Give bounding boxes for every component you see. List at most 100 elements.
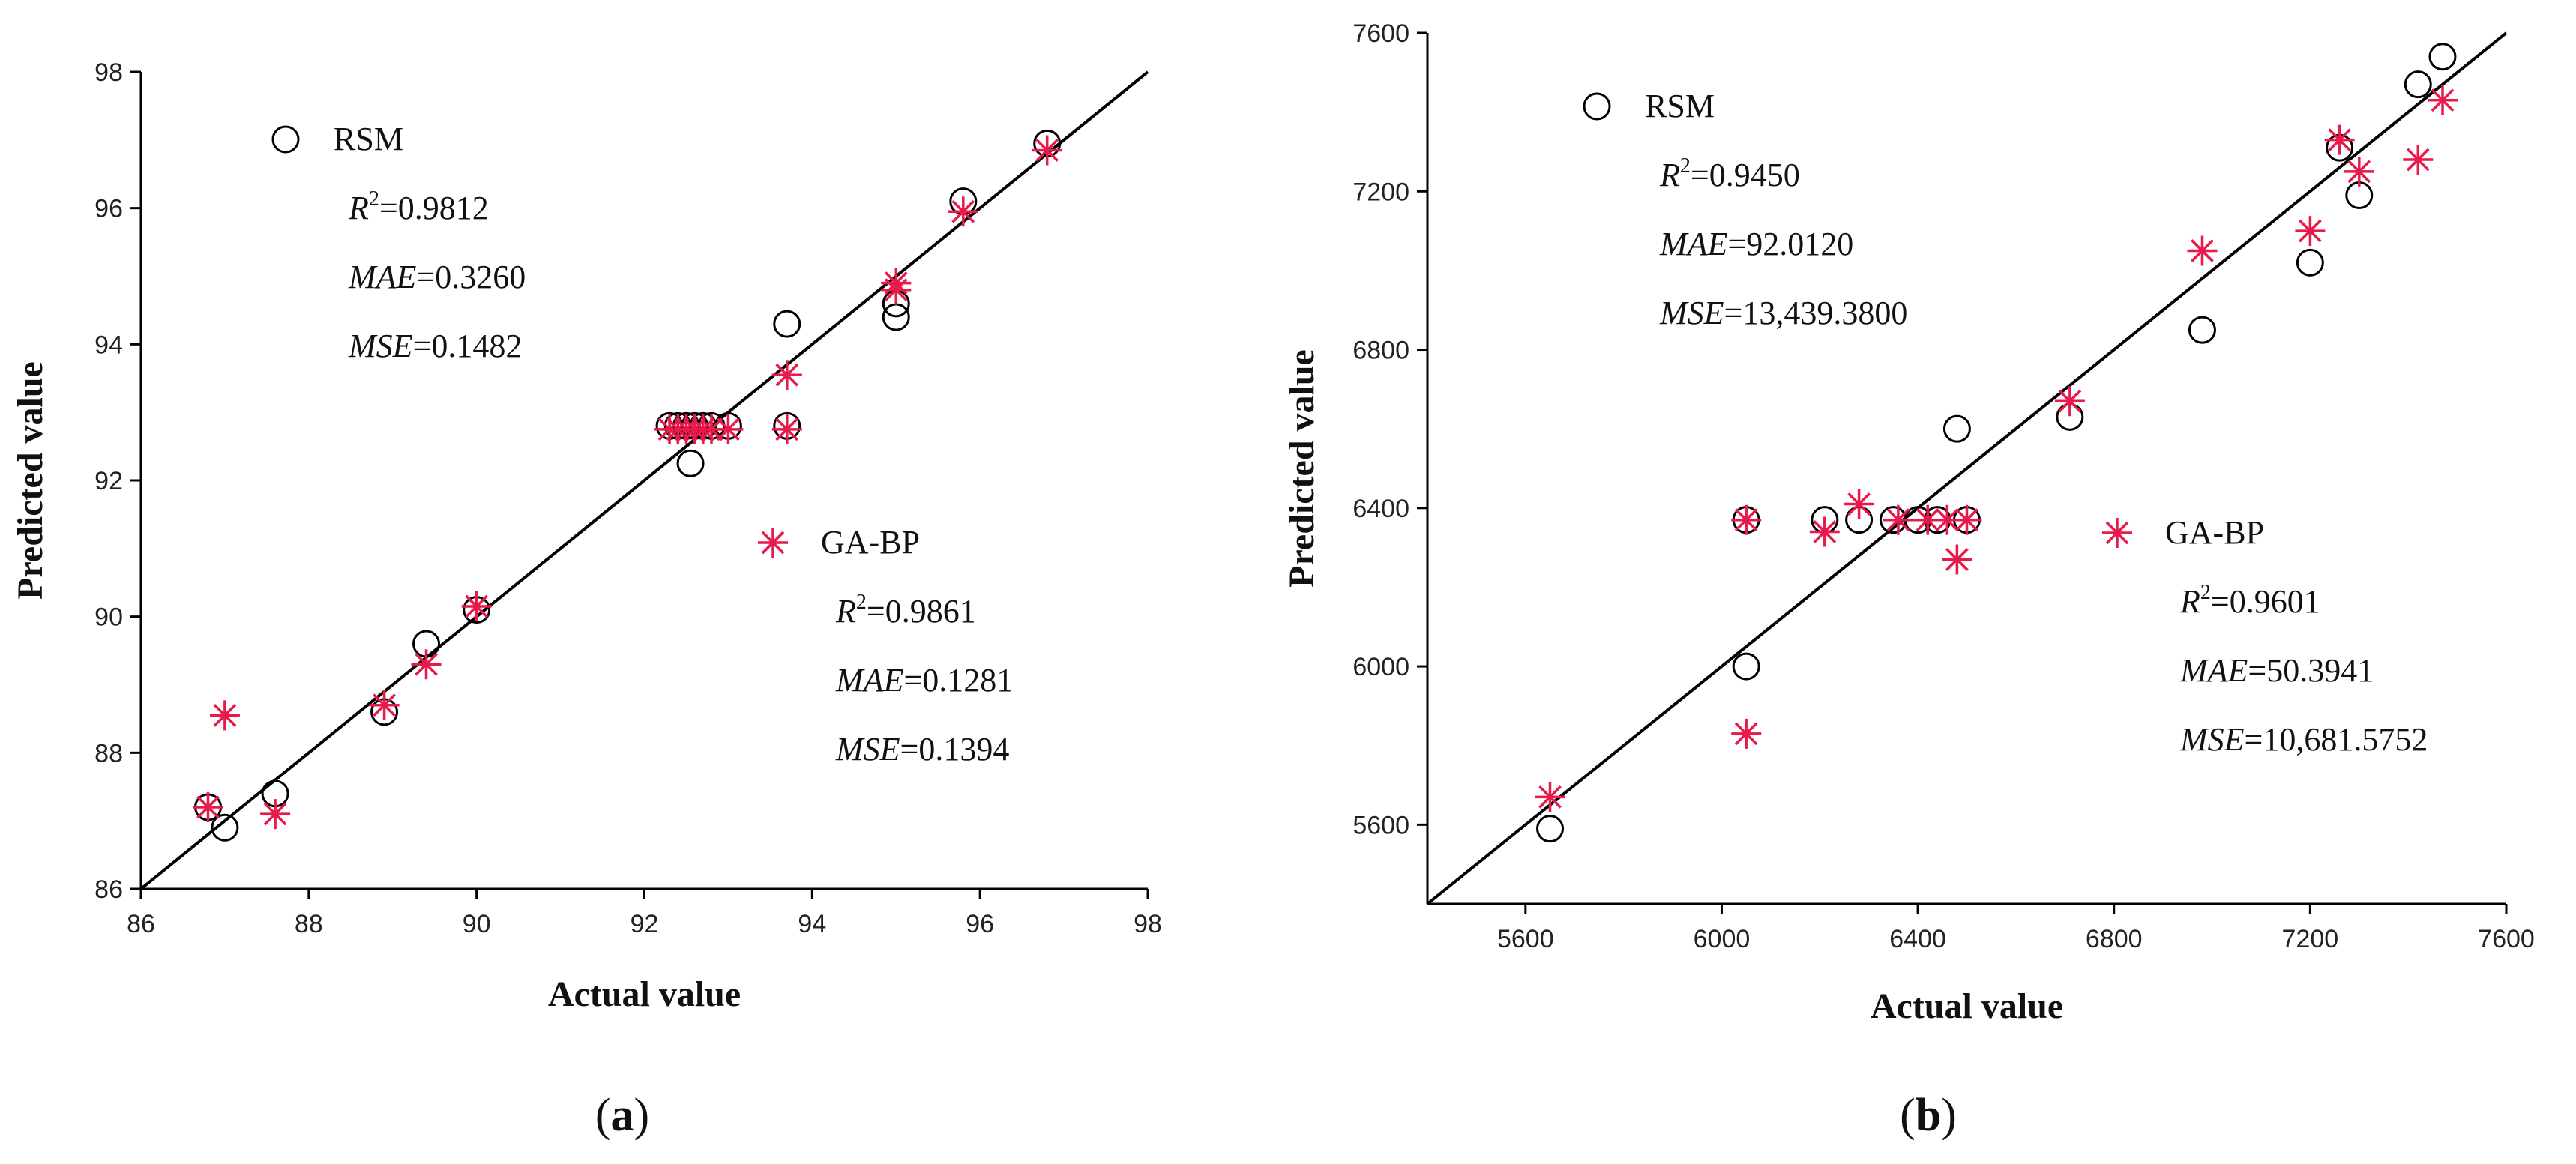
ga-bp-point [411, 649, 442, 680]
mse-value: 10,681.5752 [2263, 721, 2428, 758]
rsm-point [1942, 414, 1971, 443]
ga-bp-point [461, 591, 492, 621]
ga-bp-point [1844, 489, 1874, 519]
mse-label: MSE [2179, 721, 2245, 758]
legend-circle-marker [1583, 92, 1611, 121]
y-axis-label: Predicted value [1282, 349, 1322, 588]
rsm-point [676, 449, 705, 477]
y-tick-label: 5600 [1352, 811, 1409, 839]
r2-value: 0.9601 [2230, 583, 2320, 620]
mae-value: 0.1281 [922, 662, 1013, 699]
ga-bp-point [193, 792, 223, 822]
legend-r2: R2=0.9812 [348, 187, 489, 226]
x-tick-label: 7600 [2478, 925, 2535, 953]
mae-equals: = [2248, 652, 2266, 689]
ga-bp-point [2428, 85, 2458, 115]
mae-equals: = [416, 259, 435, 295]
r2-letter: R [1659, 157, 1680, 193]
x-tick-label: 7200 [2282, 925, 2339, 953]
subfigure-label: (b) [1900, 1090, 1957, 1141]
fit-line [1426, 31, 2508, 905]
r2-value: 0.9861 [885, 593, 976, 630]
legend-series-name: RSM [1645, 88, 1715, 124]
r2-letter: R [2179, 583, 2200, 620]
r2-equals: = [867, 593, 885, 630]
mse-label: MSE [1659, 295, 1724, 331]
r2-value: 0.9812 [398, 190, 489, 226]
subfigure-letter: b [1916, 1090, 1941, 1141]
y-tick-label: 86 [94, 875, 123, 904]
mse-label: MSE [348, 328, 413, 364]
y-tick-label: 90 [94, 603, 123, 632]
ga-bp-point [1942, 544, 1972, 575]
y-tick-label: 6800 [1352, 337, 1409, 365]
x-tick-label: 98 [1134, 910, 1162, 938]
ga-bp-point [2187, 235, 2218, 266]
r2-equals: = [2211, 583, 2230, 620]
y-tick-label: 94 [94, 331, 123, 359]
r2-letter: R [835, 593, 856, 630]
x-tick-label: 92 [631, 910, 659, 938]
legend-r2: R2=0.9450 [1659, 154, 1800, 193]
rsm-point [773, 310, 801, 338]
r2-equals: = [1691, 157, 1709, 193]
ga-bp-point [1883, 504, 1913, 535]
mae-label: MAE [348, 259, 417, 295]
mae-equals: = [903, 662, 922, 699]
x-tick-label: 96 [966, 910, 994, 938]
subfigure-paren-close: ) [634, 1090, 650, 1141]
mse-equals: = [900, 731, 919, 768]
x-tick-label: 86 [127, 910, 155, 938]
ga-bp-point [2344, 156, 2374, 187]
legend-circle-marker [271, 125, 300, 154]
y-tick-label: 7200 [1352, 178, 1409, 206]
ga-bp-point [1809, 516, 1840, 547]
legend-series-name: GA-BP [821, 524, 920, 561]
subfigure-paren-open: ( [1900, 1090, 1916, 1141]
legend-series-name: RSM [334, 121, 403, 157]
legend-mae: MAE=92.0120 [1659, 226, 1853, 262]
ga-bp-point [1951, 504, 1982, 535]
legend-r2: R2=0.9861 [835, 591, 976, 630]
y-tick-label: 98 [94, 58, 123, 87]
mae-equals: = [1727, 226, 1746, 262]
x-axis-label: Actual value [1871, 986, 2063, 1026]
legend-mse: MSE=13,439.3800 [1659, 295, 1907, 331]
legend-mse: MSE=0.1482 [348, 328, 522, 364]
ga-bp-point [369, 690, 400, 720]
r2-equals: = [379, 190, 398, 226]
legend-r2: R2=0.9601 [2179, 581, 2320, 620]
mse-value: 0.1482 [431, 328, 522, 364]
mae-value: 0.3260 [435, 259, 526, 295]
r2-value: 0.9450 [1709, 157, 1800, 193]
ga-bp-point [881, 274, 912, 305]
mae-label: MAE [835, 662, 904, 699]
r2-superscript: 2 [2200, 581, 2211, 604]
mse-label: MSE [835, 731, 900, 768]
ga-bp-point [209, 700, 240, 731]
subfigure-paren-close: ) [1941, 1090, 1957, 1141]
ga-bp-point [2054, 386, 2085, 417]
subfigure-letter: a [611, 1090, 634, 1141]
y-tick-label: 88 [94, 739, 123, 768]
x-tick-label: 94 [798, 910, 826, 938]
r2-letter: R [348, 190, 369, 226]
ga-bp-point [948, 196, 978, 227]
ga-bp-point [2295, 216, 2326, 247]
x-tick-label: 5600 [1497, 925, 1554, 953]
mae-label: MAE [1659, 226, 1728, 262]
rsm-point [1536, 815, 1565, 843]
legend-mae: MAE=0.3260 [348, 259, 526, 295]
mae-value: 92.0120 [1746, 226, 1853, 262]
fit-line [139, 70, 1149, 890]
legend-mae: MAE=0.1281 [835, 662, 1013, 699]
ga-bp-point [771, 414, 802, 444]
rsm-point [1732, 652, 1760, 681]
y-tick-label: 7600 [1352, 19, 1409, 48]
ga-bp-point [2324, 124, 2355, 155]
rsm-point [2428, 43, 2457, 71]
y-tick-label: 92 [94, 467, 123, 495]
